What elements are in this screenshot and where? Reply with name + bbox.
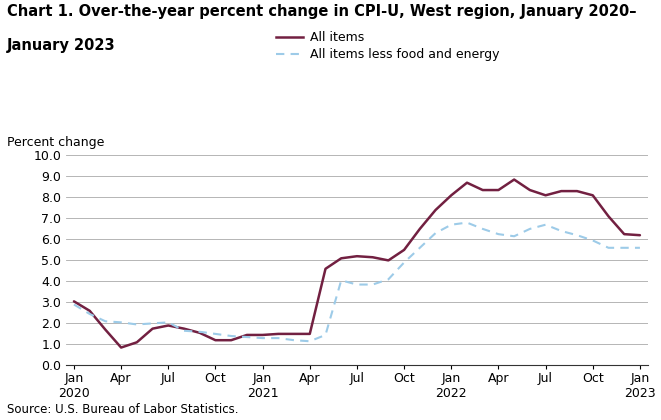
Text: Source: U.S. Bureau of Labor Statistics.: Source: U.S. Bureau of Labor Statistics.	[7, 403, 238, 416]
Text: January 2023: January 2023	[7, 38, 115, 53]
Text: Chart 1. Over-the-year percent change in CPI-U, West region, January 2020–: Chart 1. Over-the-year percent change in…	[7, 4, 636, 19]
Legend: All items, All items less food and energy: All items, All items less food and energ…	[276, 32, 499, 61]
Text: Percent change: Percent change	[7, 136, 104, 149]
